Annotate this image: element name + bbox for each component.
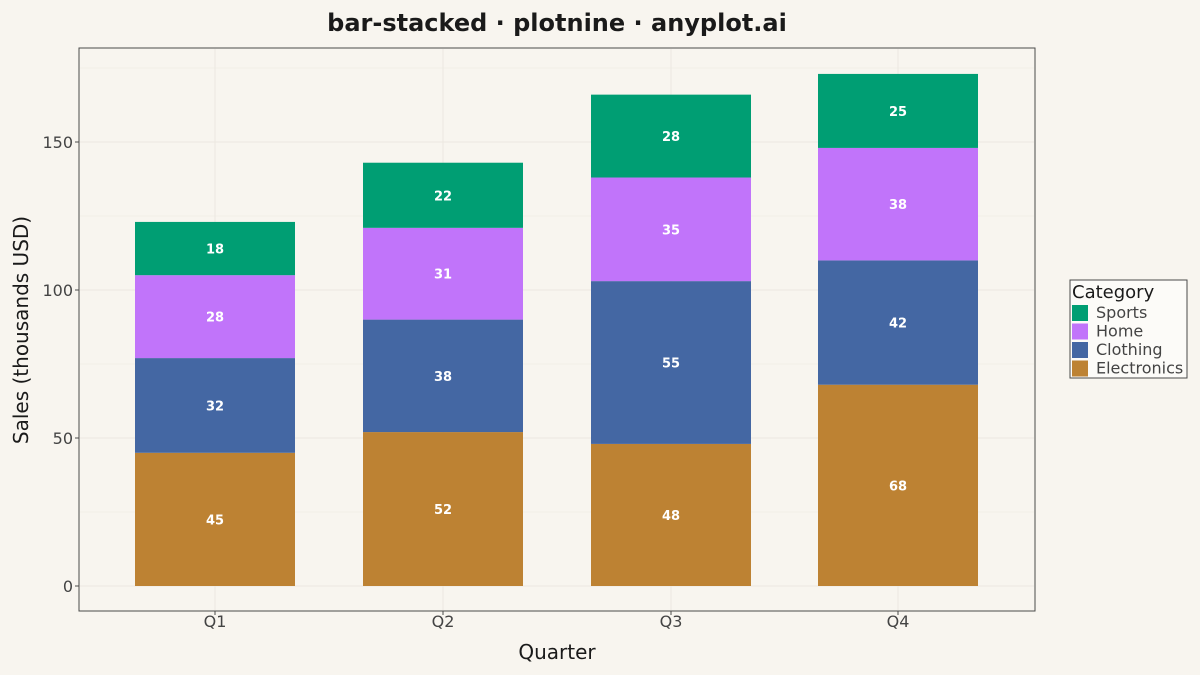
data-label-sports-q4: 25: [889, 105, 907, 120]
bar-electronics-q3: [591, 443, 751, 586]
legend-swatch-electronics: [1072, 360, 1088, 377]
y-tick-label-100: 100: [42, 281, 73, 300]
bar-layer: [135, 73, 978, 586]
legend-swatch-clothing: [1072, 342, 1088, 358]
legend-label-clothing: Clothing: [1096, 340, 1163, 359]
y-tick-label-50: 50: [53, 429, 73, 448]
chart-title: bar-stacked · plotnine · anyplot.ai: [327, 9, 787, 37]
bar-clothing-q1: [135, 358, 295, 453]
bar-sports-q1: [135, 221, 295, 276]
x-tick-label-q2: Q2: [432, 612, 455, 631]
legend-label-sports: Sports: [1096, 303, 1147, 322]
x-axis-ticks: Q1 Q2 Q3 Q4: [204, 611, 910, 631]
y-tick-label-0: 0: [63, 577, 73, 596]
bar-home-q2: [363, 227, 523, 320]
bar-home-q1: [135, 275, 295, 359]
data-label-electronics-q3: 48: [662, 509, 680, 524]
bar-home-q3: [591, 177, 751, 282]
legend-label-home: Home: [1096, 322, 1143, 341]
bar-electronics-q2: [363, 432, 523, 586]
plot-panel: [78, 47, 1036, 612]
bar-electronics-q1: [135, 452, 295, 586]
data-label-home-q2: 31: [434, 268, 452, 283]
data-label-clothing-q1: 32: [206, 399, 224, 414]
data-label-clothing-q2: 38: [434, 370, 452, 385]
bar-clothing-q2: [363, 319, 523, 433]
legend-swatch-home: [1072, 323, 1088, 340]
legend-box: [1069, 279, 1188, 379]
data-label-home-q1: 28: [206, 311, 224, 326]
bar-sports-q4: [818, 73, 978, 148]
legend-label-electronics: Electronics: [1096, 359, 1183, 378]
bar-clothing-q4: [818, 260, 978, 385]
bar-home-q4: [818, 147, 978, 261]
data-label-sports-q3: 28: [662, 130, 680, 145]
data-label-home-q3: 35: [662, 223, 680, 238]
bar-electronics-q4: [818, 384, 978, 586]
x-tick-label-q3: Q3: [660, 612, 683, 631]
data-label-electronics-q4: 68: [889, 479, 907, 494]
data-label-layer: 45 32 28 18 52 38 31 22 48 55 35 28 68 42 38 25: [206, 105, 907, 528]
x-axis-title: Quarter: [518, 640, 596, 664]
bar-clothing-q3: [591, 281, 751, 444]
data-label-clothing-q3: 55: [662, 357, 680, 372]
x-tick-label-q1: Q1: [204, 612, 227, 631]
bar-sports-q2: [363, 162, 523, 228]
legend-swatch-sports: [1072, 305, 1088, 321]
data-label-clothing-q4: 42: [889, 317, 907, 332]
y-tick-label-150: 150: [42, 133, 73, 152]
x-tick-label-q4: Q4: [887, 612, 910, 631]
data-label-electronics-q1: 45: [206, 513, 224, 528]
bar-sports-q3: [591, 94, 751, 178]
y-axis-ticks: 0 50 100 150: [42, 133, 79, 596]
data-label-sports-q1: 18: [206, 243, 224, 258]
y-axis-title: Sales (thousands USD): [9, 216, 33, 444]
data-label-home-q4: 38: [889, 198, 907, 213]
data-label-electronics-q2: 52: [434, 503, 452, 518]
legend-title: Category: [1072, 282, 1155, 303]
data-label-sports-q2: 22: [434, 189, 452, 204]
